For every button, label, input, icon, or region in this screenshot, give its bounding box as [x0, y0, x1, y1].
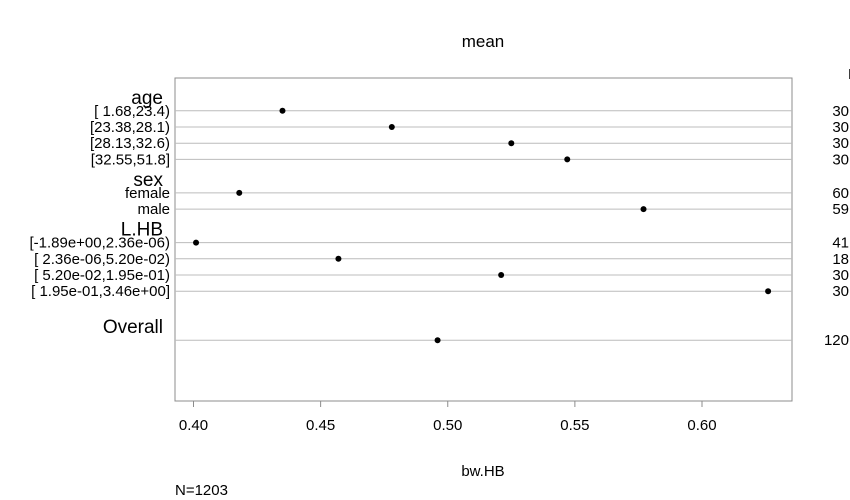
data-point — [564, 156, 571, 163]
row-label: [32.55,51.8] — [91, 151, 170, 168]
footnote-n: N=1203 — [175, 482, 228, 499]
x-tick-label: 0.45 — [306, 417, 335, 434]
plot-frame — [174, 77, 793, 402]
row-label: [28.13,32.6) — [90, 135, 170, 152]
group-label: sex — [133, 170, 163, 191]
data-point — [765, 288, 772, 295]
row-label: [23.38,28.1) — [90, 119, 170, 136]
x-axis-label: bw.HB — [461, 463, 504, 480]
x-tick-label: 0.60 — [687, 417, 716, 434]
data-point — [388, 124, 395, 130]
n-value: 30 — [832, 267, 849, 284]
n-value: 30 — [832, 119, 849, 136]
row-label: [ 2.36e-06,5.20e-02) — [34, 251, 170, 268]
data-point — [335, 255, 342, 262]
n-column-header: N — [848, 66, 850, 83]
group-label: Overall — [103, 317, 163, 338]
n-value: 18 — [832, 251, 849, 268]
n-value: 30 — [832, 151, 849, 168]
n-value: 30 — [832, 103, 849, 120]
n-value: 30 — [832, 283, 849, 300]
n-value: 120 — [824, 332, 849, 349]
data-point — [193, 239, 200, 246]
row-label: female — [125, 185, 170, 202]
data-point — [498, 272, 505, 278]
group-label: age — [131, 88, 163, 109]
data-point — [508, 140, 515, 147]
n-value: 59 — [832, 201, 849, 218]
n-value: 30 — [832, 135, 849, 152]
x-tick-label: 0.50 — [433, 417, 462, 434]
n-value: 41 — [832, 235, 849, 252]
row-label: [ 1.95e-01,3.46e+00] — [31, 283, 170, 300]
data-point — [279, 107, 286, 114]
x-tick-label: 0.55 — [560, 417, 589, 434]
data-point — [434, 337, 441, 344]
data-point — [236, 189, 243, 196]
row-label: [-1.89e+00,2.36e-06) — [29, 235, 170, 252]
x-tick-label: 0.40 — [179, 417, 208, 434]
n-value: 60 — [832, 185, 849, 202]
row-label: male — [137, 201, 170, 218]
group-label: L.HB — [121, 220, 163, 241]
data-point — [640, 206, 647, 213]
row-label: [ 5.20e-02,1.95e-01) — [34, 267, 170, 284]
chart-title: mean — [462, 32, 505, 51]
row-label: [ 1.68,23.4) — [94, 103, 170, 120]
